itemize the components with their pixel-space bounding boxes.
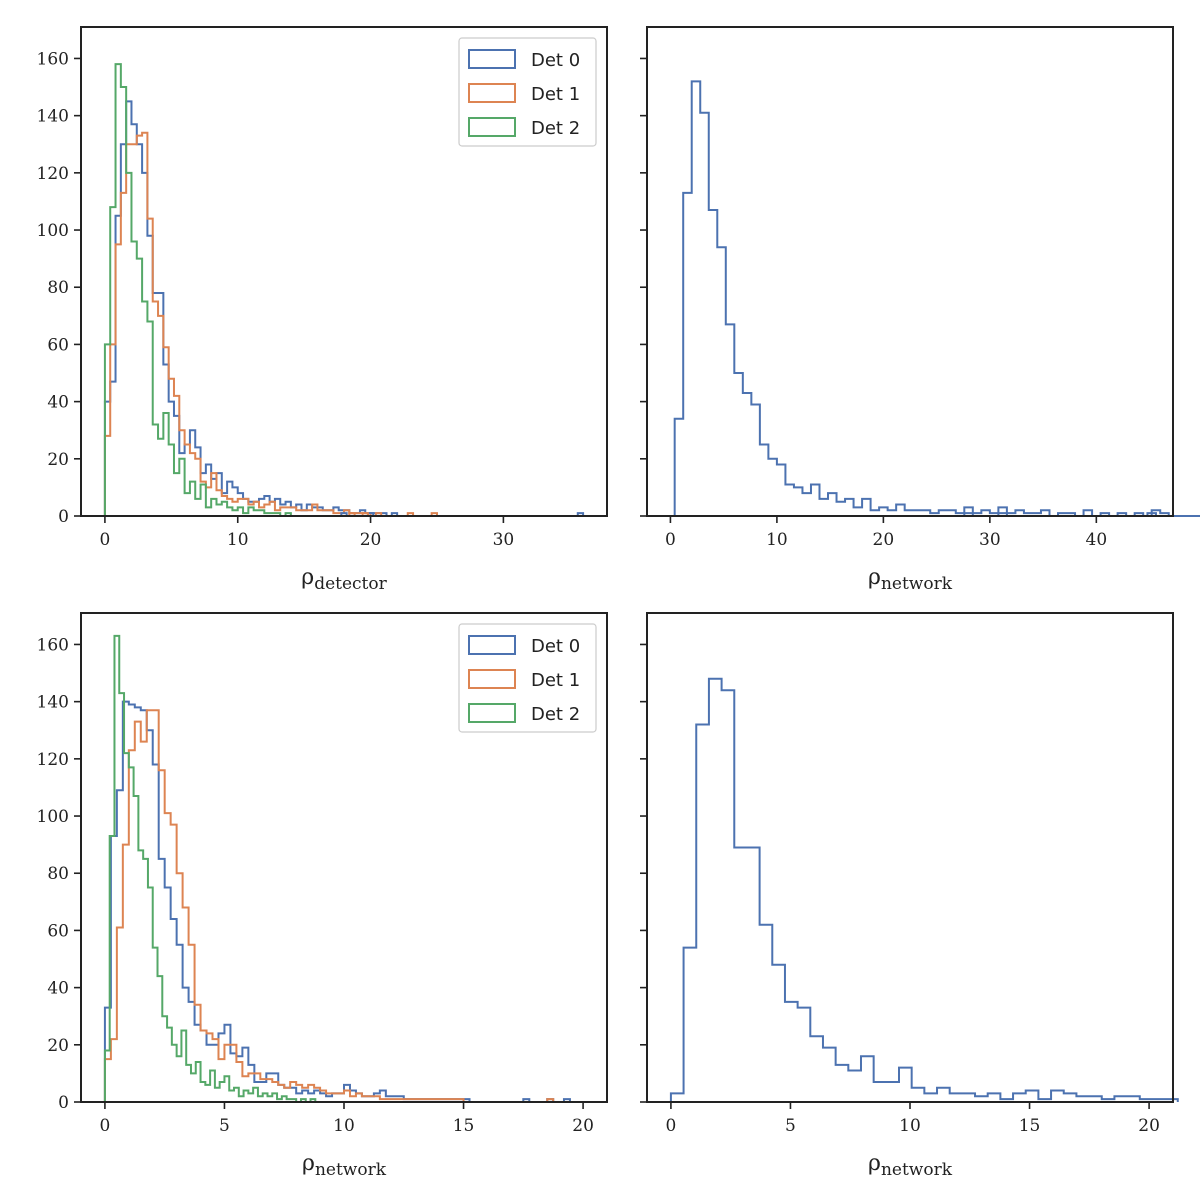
y-tick-label: 20: [47, 1036, 69, 1056]
histogram-outlier-bin: [546, 1098, 555, 1102]
y-tick-label: 120: [37, 164, 69, 184]
x-tick-label: 10: [227, 530, 249, 550]
histogram-series: [673, 80, 1200, 517]
y-tick-label: 40: [47, 393, 69, 413]
x-axis-label: ρdetector: [301, 565, 387, 594]
legend-label-det-2: Det 2: [531, 118, 580, 139]
y-tick-label: 60: [47, 921, 69, 941]
legend-label-det-1: Det 1: [531, 670, 580, 691]
legend-swatch-det-1: [468, 669, 516, 689]
y-tick-label: 0: [58, 507, 69, 527]
x-tick-label: 0: [99, 530, 110, 550]
x-tick-label: 0: [665, 530, 676, 550]
histogram-det-2: [103, 634, 344, 1103]
histogram-outlier-bin: [997, 512, 1008, 516]
x-tick-label: 15: [453, 1116, 475, 1136]
y-tick-label: 80: [47, 864, 69, 884]
y-tick-label: 100: [37, 221, 69, 241]
legend: Det 0 Det 1 Det 2: [458, 37, 597, 147]
x-tick-label: 20: [572, 1116, 594, 1136]
y-tick-label: 140: [37, 693, 69, 713]
x-tick-label: 10: [333, 1116, 355, 1136]
histogram-outlier-bin: [361, 512, 369, 516]
y-tick-label: 80: [47, 278, 69, 298]
x-tick-label: 5: [219, 1116, 230, 1136]
histogram-det-1: [103, 709, 578, 1103]
y-tick-label: 60: [47, 335, 69, 355]
x-axis-label: ρnetwork: [868, 565, 953, 594]
x-tick-label: 20: [360, 530, 382, 550]
histogram-det-1: [103, 131, 589, 517]
legend-label-det-2: Det 2: [531, 704, 580, 725]
x-axis-label: ρnetwork: [302, 1151, 387, 1180]
histogram-outlier-bin: [430, 512, 438, 516]
histogram-outlier-bin: [562, 1098, 571, 1102]
legend-label-det-0: Det 0: [531, 50, 580, 71]
legend-swatch-det-1: [468, 83, 516, 103]
histogram-outlier-bin: [1146, 512, 1157, 516]
axes-frame: [646, 26, 1174, 517]
x-tick-label: 15: [1019, 1116, 1041, 1136]
legend-swatch-det-2: [468, 703, 516, 723]
histogram-series: [669, 677, 1179, 1102]
y-tick-label: 160: [37, 635, 69, 655]
histogram-outlier-bin: [963, 512, 974, 516]
x-tick-label: 20: [1138, 1116, 1160, 1136]
top-right-histogram-panel: 0 10 20 30 40 ρnetwork: [640, 26, 1200, 594]
histogram-outlier-bin: [340, 512, 348, 516]
histogram-det-0: [103, 100, 594, 517]
histogram-outlier-bin: [406, 512, 415, 516]
histogram-outlier-bin: [576, 512, 585, 516]
bottom-left-histogram-panel: 0 20 40 60 80 100 120 140 160 0 5 10 15 20 ρnetwork Det…: [37, 612, 608, 1180]
x-tick-label: 10: [766, 530, 788, 550]
y-tick-label: 160: [37, 49, 69, 69]
x-tick-label: 10: [899, 1116, 921, 1136]
histogram-det-0: [103, 700, 578, 1103]
legend-label-det-0: Det 0: [531, 636, 580, 657]
y-tick-label: 140: [37, 107, 69, 127]
bottom-right-histogram-panel: 0 5 10 15 20 ρnetwork: [640, 612, 1179, 1180]
axes-frame: [80, 26, 608, 517]
x-tick-label: 0: [665, 1116, 676, 1136]
x-tick-label: 20: [873, 530, 895, 550]
histogram-outlier-bin: [348, 512, 356, 516]
x-tick-label: 0: [99, 1116, 110, 1136]
legend-swatch-det-2: [468, 117, 516, 137]
y-tick-label: 20: [47, 450, 69, 470]
top-left-histogram-panel: 0 20 40 60 80 100 120 140 160 0 10 20 30 ρdetector Det…: [37, 26, 608, 594]
x-axis-label: ρnetwork: [868, 1151, 953, 1180]
x-tick-label: 40: [1086, 530, 1108, 550]
y-tick-label: 0: [58, 1093, 69, 1113]
y-tick-label: 40: [47, 979, 69, 999]
y-tick-label: 120: [37, 750, 69, 770]
legend: Det 0 Det 1 Det 2: [458, 623, 597, 733]
x-tick-label: 30: [493, 530, 515, 550]
axes-frame: [646, 612, 1174, 1103]
legend-swatch-det-0: [468, 635, 516, 655]
legend-swatch-det-0: [468, 49, 516, 69]
y-tick-label: 100: [37, 807, 69, 827]
legend-label-det-1: Det 1: [531, 84, 580, 105]
x-tick-label: 5: [785, 1116, 796, 1136]
histogram-outlier-bin: [522, 1098, 531, 1102]
x-tick-label: 30: [979, 530, 1001, 550]
